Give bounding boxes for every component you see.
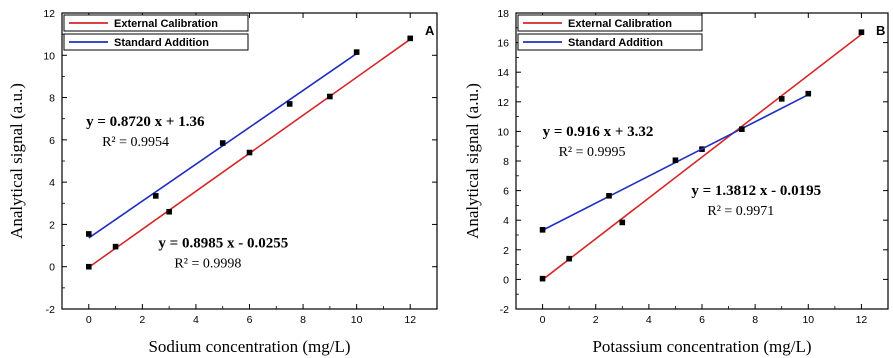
r-squared-label: R² = 0.9971 [707,204,774,219]
data-point [778,96,785,102]
legend-label: External Calibration [114,18,218,30]
x-tick-label: 4 [193,314,199,326]
y-tick-label: 2 [503,245,509,257]
data-point [219,140,226,146]
x-axis-label: Potassium concentration (mg/L) [592,337,811,356]
r-squared-label: R² = 0.9998 [174,257,241,272]
data-point [672,157,679,164]
y-tick-label: 12 [43,8,55,20]
y-tick-label: 6 [49,135,55,147]
x-tick-label: 12 [856,314,868,326]
y-tick-label: 8 [503,156,509,168]
y-axis-label: Analytical signal (a.u.) [7,83,26,239]
data-point [112,243,119,250]
data-point [858,29,865,36]
data-point [619,219,626,226]
data-point [407,35,414,42]
data-point [805,90,812,97]
legend-box [63,14,249,32]
x-tick-label: 6 [247,314,253,326]
legend-label: Standard Addition [568,37,663,49]
data-point [166,208,172,215]
x-tick-label: 8 [752,314,758,326]
data-point [606,192,612,199]
data-point [85,263,92,270]
data-point [152,193,159,199]
x-tick-label: 0 [540,314,546,326]
legend-box [517,14,703,32]
x-tick-label: 12 [404,314,416,326]
x-tick-label: 10 [351,314,363,326]
data-point [85,231,92,237]
y-tick-label: 12 [497,97,509,109]
legend-box [517,33,703,51]
y-tick-label: 0 [503,274,509,286]
equation-label: y = 0.8985 x - 0.0255 [158,236,288,252]
x-axis-label: Sodium concentration (mg/L) [148,337,350,356]
data-point [539,227,546,233]
panel-label: B [876,23,885,38]
y-tick-label: 8 [49,93,55,105]
data-point [327,93,333,100]
x-tick-label: 8 [300,314,306,326]
r-squared-label: R² = 0.9995 [559,145,626,160]
y-tick-label: 6 [503,186,509,198]
x-tick-label: 2 [139,314,145,326]
y-tick-label: 2 [49,219,55,231]
equation-label: y = 0.916 x + 3.32 [543,124,654,140]
y-tick-label: 18 [497,8,509,20]
y-tick-label: 14 [497,67,509,79]
chart-panel-a: -2 0 2 4 6 8 10 12 0 2 4 6 8 10 12 Sodium concentration… [7,8,438,356]
y-tick-label: 0 [49,262,55,274]
data-point [539,275,546,282]
chart-panel-b: -2 0 2 4 6 8 10 12 14 16 18 0 2 4 6 8 10 12 Potassium conc… [463,8,889,356]
x-tick-label: 6 [699,314,705,326]
r-squared-label: R² = 0.9954 [102,135,169,150]
legend-label: Standard Addition [114,37,209,49]
y-tick-label: 10 [43,50,55,62]
data-point [286,101,293,107]
x-tick-label: 0 [86,314,92,326]
x-tick-label: 4 [646,314,652,326]
y-tick-label: -2 [500,304,509,316]
y-tick-label: 16 [497,38,509,50]
x-tick-label: 10 [802,314,814,326]
equation-label: y = 0.8720 x + 1.36 [86,114,205,130]
data-point [353,49,360,55]
y-tick-label: 4 [503,215,509,227]
legend-label: External Calibration [568,18,672,30]
equation-label: y = 1.3812 x - 0.0195 [691,183,821,199]
x-tick-label: 2 [593,314,599,326]
data-point [246,149,253,156]
data-point [739,126,745,132]
series-line-external-calibration [542,33,862,281]
y-axis-label: Analytical signal (a.u.) [463,83,482,239]
panel-label: A [425,23,435,38]
y-tick-label: 10 [497,126,509,138]
data-point [566,255,572,262]
y-tick-label: -2 [46,304,55,316]
y-tick-label: 4 [49,177,55,189]
legend-box [63,33,249,51]
plot-frame [61,12,438,310]
